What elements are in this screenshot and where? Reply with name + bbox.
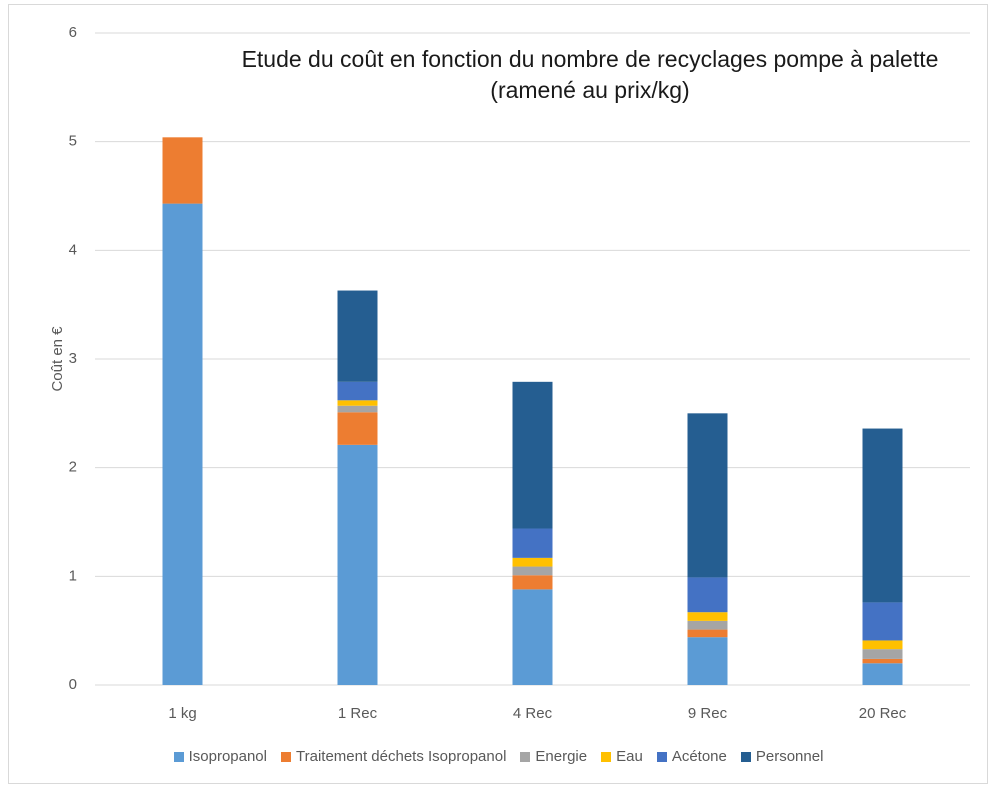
x-tick-label: 20 Rec	[859, 705, 907, 722]
legend-swatch	[281, 751, 291, 762]
legend: Isopropanol Traitement déchets Isopropano…	[0, 748, 997, 765]
legend-item: Acétone	[656, 748, 727, 765]
bar-segment	[862, 649, 903, 659]
legend-swatch	[601, 751, 612, 762]
bar-segment	[512, 381, 553, 529]
bar-segment	[512, 528, 553, 558]
bar-segment	[337, 400, 378, 406]
legend-label: Acétone	[671, 748, 727, 765]
bar-segment	[337, 444, 378, 685]
bar-segment	[512, 589, 553, 685]
bar-segment	[687, 620, 728, 630]
bar-segment	[337, 381, 378, 401]
legend-item: Eau	[601, 748, 643, 765]
legend-label: Energie	[535, 748, 588, 765]
y-tick-label: 6	[69, 24, 77, 41]
chart-title: Etude du coût en fonction du nombre de r…	[241, 46, 939, 103]
y-tick-label: 0	[69, 676, 77, 693]
y-tick-label: 5	[69, 133, 77, 150]
y-tick-label: 1	[69, 567, 77, 584]
bar-segment	[512, 557, 553, 567]
bar-segment	[862, 428, 903, 603]
bar-segment	[337, 412, 378, 445]
bar-segment	[862, 640, 903, 650]
bar-segment	[337, 290, 378, 382]
legend-item: Traitement déchets Isopropanol	[281, 748, 506, 765]
x-tick-label: 9 Rec	[688, 705, 728, 722]
x-tick-label: 4 Rec	[513, 705, 553, 722]
y-tick-label: 2	[69, 459, 77, 476]
bar-segment	[687, 612, 728, 621]
legend-label: Traitement déchets Isopropanol	[296, 748, 507, 765]
bar-segment	[862, 658, 903, 664]
y-tick-label: 3	[69, 350, 77, 367]
legend-label: Personnel	[755, 748, 824, 765]
x-tick-label: 1 Rec	[338, 705, 378, 722]
bar-segment	[862, 602, 903, 641]
x-tick-label: 1 kg	[168, 705, 196, 722]
legend-swatch	[520, 751, 531, 762]
legend-label: Isopropanol	[188, 748, 267, 765]
bar-segment	[862, 663, 903, 685]
legend-item: Energie	[520, 748, 587, 765]
bar-segment	[162, 203, 203, 685]
bar-segment	[512, 575, 553, 590]
legend-item: Isopropanol	[173, 748, 267, 765]
legend-swatch	[740, 751, 751, 762]
bar-segment	[162, 137, 203, 204]
legend-label: Eau	[616, 748, 643, 765]
bar-segment	[687, 413, 728, 578]
y-tick-label: 4	[69, 241, 77, 258]
bar-segment	[687, 629, 728, 638]
y-axis-label: Coût en €	[49, 326, 66, 392]
bar-segment	[687, 637, 728, 685]
legend-item: Personnel	[740, 748, 824, 765]
legend-swatch	[656, 751, 667, 762]
legend-swatch	[173, 751, 184, 762]
bar-segment	[337, 405, 378, 413]
bar-segment	[512, 566, 553, 576]
chart-frame	[8, 4, 988, 784]
bar-segment	[687, 577, 728, 613]
